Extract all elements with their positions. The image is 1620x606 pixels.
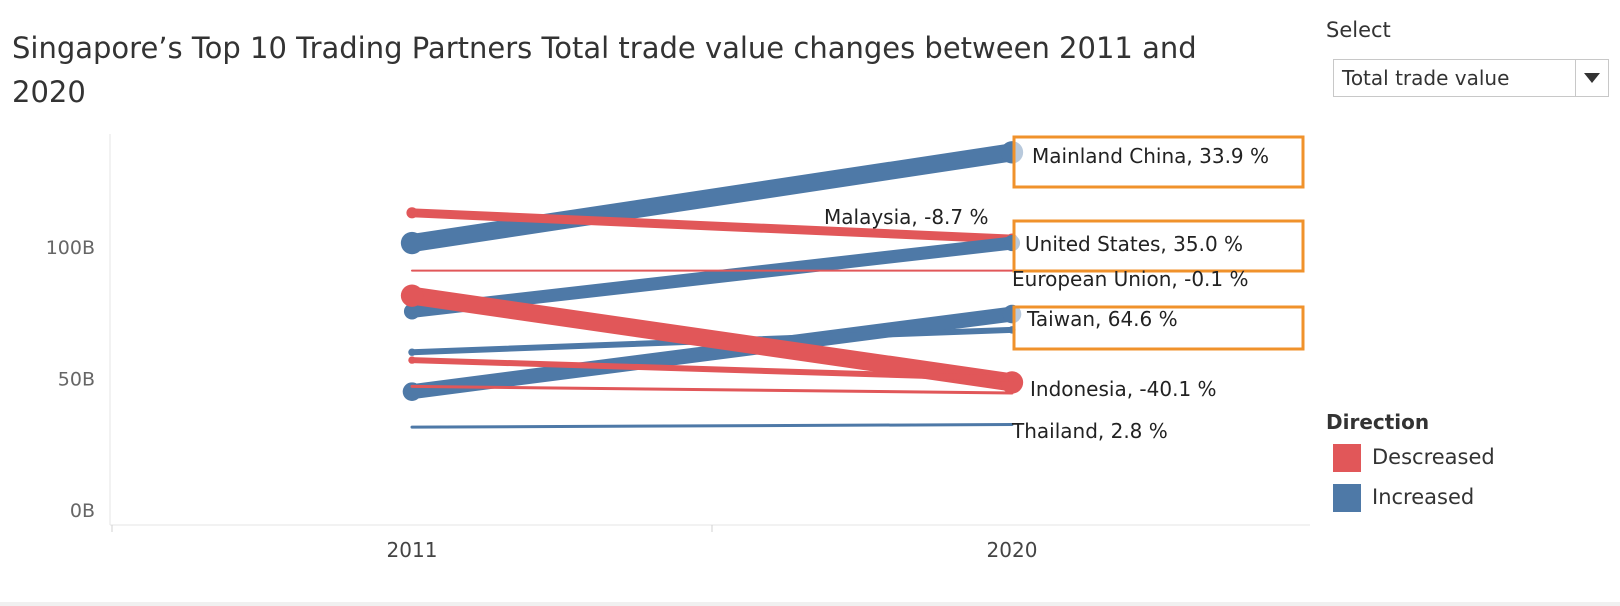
y-tick-label: 0B [70,500,95,522]
chart-title: Singapore’s Top 10 Trading Partners Tota… [12,31,1197,109]
point-2020-japan[interactable] [1008,374,1016,383]
point-2011-mainland-china[interactable] [400,231,424,255]
point-2020-indonesia[interactable] [1000,371,1024,394]
highlight-box-taiwan [1012,305,1305,351]
x-tick-label: 2020 [987,538,1038,562]
point-2011-united-states[interactable] [403,303,421,320]
series-south-korea[interactable] [410,384,1014,395]
point-2011-malaysia[interactable] [406,207,418,219]
line-malaysia[interactable] [407,208,1017,244]
point-2011-japan[interactable] [408,356,416,364]
line-mainland-china[interactable] [403,143,1021,253]
x-tick-label: 2011 [387,538,438,562]
y-tick-label: 50B [58,369,95,391]
series-japan[interactable] [408,356,1016,383]
line-indonesia[interactable] [403,286,1021,392]
point-2011-indonesia[interactable] [400,284,424,307]
data-label-malaysia: Malaysia, -8.7 % [824,205,989,229]
data-label-european-union: European Union, -0.1 % [1012,267,1249,291]
select-value: Total trade value [1342,66,1510,90]
data-label-indonesia: Indonesia, -40.1 % [1030,377,1217,401]
data-label-thailand: Thailand, 2.8 % [1011,419,1168,443]
line-taiwan[interactable] [404,306,1020,400]
legend-title: Direction [1326,410,1430,434]
data-label-mainland-china: Mainland China, 33.9 % [1032,144,1269,168]
line-south-korea[interactable] [410,384,1014,395]
point-2011-hong-kong[interactable] [408,348,416,356]
select-label: Select [1326,18,1391,42]
highlight-box-united-states [1012,219,1305,273]
line-japan[interactable] [409,357,1015,382]
legend-label-increased: Increased [1372,485,1475,509]
data-label-united-states: United States, 35.0 % [1025,232,1243,256]
series-thailand[interactable] [410,423,1014,429]
y-tick-label: 100B [46,237,95,259]
line-thailand[interactable] [410,423,1014,429]
legend-label-decreased: Descreased [1372,445,1495,469]
dropdown-divider [1575,60,1576,96]
highlight-box-mainland-china [1012,135,1305,189]
legend-swatch-increased [1333,484,1361,512]
legend-swatch-decreased [1333,444,1361,472]
measure-select-dropdown[interactable]: Total trade value [1333,59,1609,97]
data-label-taiwan: Taiwan, 64.6 % [1026,307,1178,331]
bottom-divider [0,602,1620,606]
chevron-down-icon[interactable] [1584,73,1600,83]
line-united-states[interactable] [405,236,1019,318]
